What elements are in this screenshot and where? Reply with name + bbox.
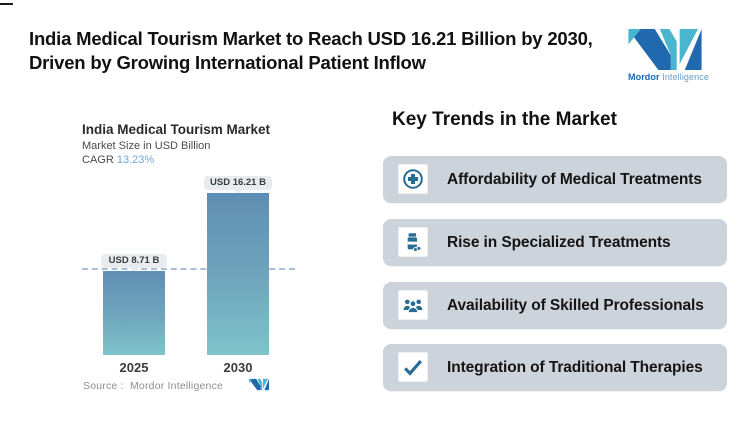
trends-heading: Key Trends in the Market (392, 109, 617, 130)
brand-name-light: Intelligence (662, 72, 709, 82)
mordor-logo-icon (628, 29, 702, 70)
trend-label: Affordability of Medical Treatments (447, 170, 702, 188)
checkmark-icon (404, 360, 422, 376)
trend-label: Availability of Skilled Professionals (447, 296, 704, 314)
people-group-icon (403, 299, 423, 313)
bar-2025 (103, 271, 165, 355)
dashed-reference-line (82, 268, 295, 270)
chart-subtitle: Market Size in USD Billion (82, 140, 211, 152)
cagr-value: 13.23% (116, 154, 155, 166)
trend-card-affordability: Affordability of Medical Treatments (383, 156, 727, 203)
icon-box (398, 164, 428, 194)
chart-cagr: CAGR 13.23% (82, 154, 154, 166)
brand-name: Mordor Intelligence (628, 72, 714, 82)
page-title-line1: India Medical Tourism Market to Reach US… (29, 28, 593, 49)
source-label: Source : (83, 380, 124, 392)
chart-source: Source : Mordor Intelligence (83, 380, 223, 392)
bar-2030 (207, 193, 269, 355)
icon-box (398, 290, 428, 320)
source-value: Mordor Intelligence (129, 380, 224, 392)
medical-cross-icon (403, 169, 423, 189)
screen-edge-artifact (0, 3, 13, 5)
bar-value-badge-2025: USD 8.71 B (101, 254, 167, 272)
cagr-label: CAGR (82, 154, 114, 166)
trend-card-professionals: Availability of Skilled Professionals (383, 282, 727, 329)
trend-card-traditional: Integration of Traditional Therapies (383, 344, 727, 391)
chart-title: India Medical Tourism Market (82, 122, 271, 137)
x-axis-label-2030: 2030 (223, 360, 253, 375)
x-axis-label-2025: 2025 (119, 360, 149, 375)
brand-name-bold: Mordor (628, 72, 660, 82)
page-title: India Medical Tourism Market to Reach US… (29, 27, 629, 75)
mordor-mini-logo-icon (249, 378, 269, 396)
trend-card-specialized: Rise in Specialized Treatments (383, 219, 727, 266)
pill-bottle-icon (407, 233, 422, 252)
page-title-line2: Driven by Growing International Patient … (29, 52, 426, 73)
brand-logo: Mordor Intelligence (628, 29, 714, 82)
bar-value-badge-2030: USD 16.21 B (204, 176, 272, 194)
icon-box (398, 227, 428, 257)
icon-box (398, 352, 428, 382)
trend-label: Rise in Specialized Treatments (447, 233, 671, 251)
trend-label: Integration of Traditional Therapies (447, 358, 703, 376)
